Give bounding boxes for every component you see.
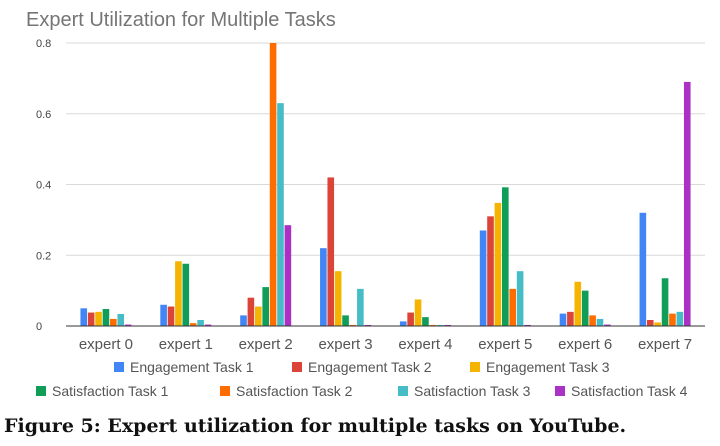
bar-2-4 — [269, 43, 277, 326]
bar-0-5 — [117, 313, 125, 326]
bar-6-5 — [596, 318, 604, 326]
bar-5-4 — [509, 288, 517, 326]
bar-1-6 — [204, 324, 212, 326]
bar-6-6 — [604, 324, 611, 326]
bar-0-4 — [110, 318, 117, 326]
bar-7-4 — [669, 313, 676, 326]
x-category-label: expert 1 — [159, 336, 213, 353]
x-category-label: expert 7 — [638, 336, 692, 353]
legend-swatch — [292, 362, 302, 372]
legend-label: Satisfaction Task 1 — [52, 383, 169, 399]
legend-label: Engagement Task 1 — [130, 359, 254, 375]
bar-0-1 — [87, 312, 95, 326]
x-category-label: expert 6 — [558, 336, 612, 353]
bars — [80, 43, 691, 327]
bar-6-3 — [581, 290, 589, 327]
bar-6-4 — [589, 315, 596, 326]
grid — [66, 42, 705, 256]
y-tick-label: 0 — [36, 321, 42, 333]
bar-6-0 — [559, 313, 567, 326]
bar-3-2 — [334, 271, 342, 326]
legend-swatch — [398, 386, 408, 396]
bar-2-0 — [240, 315, 247, 326]
legend: Engagement Task 1 Engagement Task 2 Engage… — [36, 359, 688, 399]
bar-2-5 — [277, 103, 284, 326]
y-tick-label: 0.4 — [36, 180, 51, 192]
bar-7-1 — [646, 319, 654, 326]
bar-1-2 — [175, 261, 182, 326]
bar-1-4 — [189, 323, 197, 326]
chart-title: Expert Utilization for Multiple Tasks — [26, 9, 336, 31]
y-tick-label: 0.8 — [36, 38, 51, 50]
x-category-label: expert 0 — [79, 336, 133, 353]
bar-4-6 — [444, 324, 451, 326]
bar-0-2 — [95, 311, 102, 326]
bar-0-0 — [80, 308, 88, 326]
bar-1-1 — [167, 306, 175, 326]
bar-2-3 — [262, 287, 269, 326]
bar-3-1 — [327, 177, 335, 326]
legend-label: Satisfaction Task 2 — [236, 383, 353, 399]
bar-3-5 — [357, 288, 364, 326]
legend-label: Satisfaction Task 4 — [571, 383, 688, 399]
y-tick-label: 0.2 — [36, 250, 51, 262]
bar-7-2 — [654, 322, 661, 326]
y-axis-ticks: 0 0.2 0.4 0.6 0.8 — [36, 38, 51, 333]
bar-0-6 — [124, 324, 132, 326]
x-category-label: expert 3 — [318, 336, 372, 353]
bar-2-2 — [254, 306, 262, 326]
legend-swatch — [220, 386, 230, 396]
bar-6-2 — [574, 281, 582, 326]
bar-7-5 — [676, 311, 684, 326]
legend-label: Engagement Task 3 — [486, 359, 610, 375]
bar-3-3 — [342, 315, 349, 326]
bar-1-5 — [197, 319, 204, 326]
bar-5-5 — [516, 271, 524, 326]
legend-label: Engagement Task 2 — [308, 359, 432, 375]
bar-5-1 — [487, 216, 494, 326]
bar-1-0 — [160, 304, 167, 326]
bar-7-3 — [661, 278, 669, 326]
y-tick-label: 0.6 — [36, 109, 51, 121]
bar-6-1 — [567, 311, 574, 326]
bar-7-0 — [639, 212, 647, 326]
bar-5-2 — [494, 202, 502, 326]
bar-3-0 — [320, 248, 327, 326]
bar-2-1 — [247, 297, 255, 326]
bar-2-6 — [284, 225, 292, 326]
bar-4-1 — [407, 312, 414, 326]
x-category-label: expert 2 — [239, 336, 293, 353]
bar-4-3 — [422, 317, 429, 326]
bar-4-0 — [399, 321, 407, 326]
bar-5-3 — [502, 187, 509, 326]
legend-swatch — [114, 362, 124, 372]
bar-3-6 — [364, 324, 372, 326]
bar-0-3 — [102, 309, 110, 326]
bar-7-6 — [683, 81, 691, 326]
x-category-label: expert 5 — [478, 336, 532, 353]
bar-5-0 — [479, 230, 487, 326]
legend-swatch — [555, 386, 565, 396]
legend-swatch — [470, 362, 480, 372]
bar-1-3 — [182, 263, 190, 326]
figure-caption: Figure 5: Expert utilization for multipl… — [4, 415, 626, 437]
bar-4-5 — [436, 324, 444, 326]
x-category-label: expert 4 — [398, 336, 452, 353]
bar-5-6 — [524, 324, 531, 326]
legend-swatch — [36, 386, 46, 396]
bar-4-2 — [414, 299, 422, 326]
x-axis-categories: expert 0 expert 1 expert 2 expert 3 expert 4… — [79, 336, 692, 353]
bar-3-4 — [349, 324, 357, 326]
legend-label: Satisfaction Task 3 — [414, 383, 531, 399]
bar-4-4 — [429, 324, 437, 326]
